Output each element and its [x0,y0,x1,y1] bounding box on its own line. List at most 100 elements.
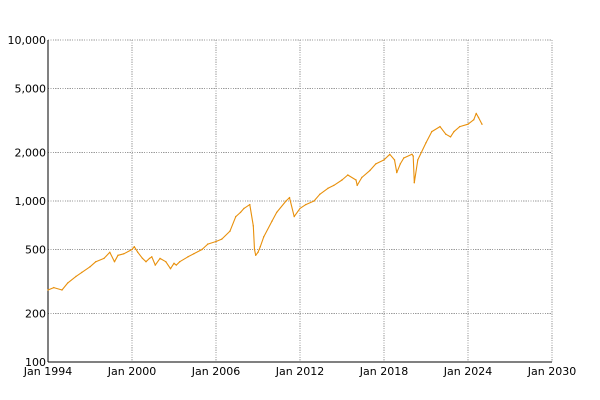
axes [47,40,552,363]
y-tick-labels: 100 200 500 1,000 2,000 5,000 10,000 [8,34,47,369]
x-tick-label: Jan 2006 [191,365,240,378]
data-point [393,159,396,161]
data-point [61,289,63,291]
data-point [179,261,181,263]
data-point [145,261,147,263]
data-point [413,182,415,184]
data-point [299,207,301,210]
data-point [396,171,398,174]
data-point [263,236,265,238]
data-point [193,253,195,255]
x-tick-labels: Jan 1994 Jan 2000 Jan 2006 Jan 2012 Jan 2018… [23,365,576,378]
data-point [53,286,55,289]
data-point [333,184,335,187]
data-point [467,123,469,125]
data-point [249,203,251,206]
data-point [103,257,105,260]
y-tick-label: 10,000 [8,34,47,47]
x-tick-label: Jan 2030 [527,365,576,378]
data-point [137,251,139,253]
data-point [288,196,291,199]
data-point [109,251,111,253]
data-point [481,123,483,125]
data-point [399,163,401,165]
grid-lines [47,39,553,363]
data-point [201,248,203,251]
x-tick-label: Jan 1994 [23,365,72,378]
data-point [271,220,273,222]
data-point [81,271,83,274]
data-point [356,184,358,187]
data-point [259,246,261,248]
data-point [475,112,477,115]
data-point [67,282,69,284]
data-point [327,187,329,189]
data-point [313,200,315,202]
data-point [89,266,91,268]
data-point [131,248,133,251]
data-point [243,207,245,210]
series-lines [47,112,483,291]
data-point [293,215,295,218]
x-tick-label: Jan 2018 [359,365,408,378]
y-tick-label: 500 [25,243,46,256]
data-point [319,193,321,195]
data-point [95,261,97,263]
x-tick-label: Jan 2000 [107,365,156,378]
data-point [411,153,413,155]
data-point [255,254,257,256]
data-point [355,179,357,181]
data-point [369,169,371,172]
data-point [459,125,461,128]
data-point [431,130,433,133]
data-point [252,225,254,227]
data-point [154,264,156,266]
data-point [453,130,455,133]
data-point [173,262,175,264]
data-point [229,230,231,232]
data-point [347,174,349,176]
y-tick-label: 5,000 [15,82,47,95]
data-point [305,203,307,206]
data-point [221,238,223,240]
data-point [257,251,259,253]
data-point [253,248,256,251]
data-point [159,257,161,260]
data-point [403,157,405,159]
data-point [425,142,427,144]
data-point [383,159,385,161]
data-point [417,159,419,161]
data-point [123,253,125,255]
data-point [341,179,343,181]
data-point [148,257,151,260]
data-point [113,261,116,263]
data-point [473,119,475,121]
y-tick-label: 1,000 [15,195,47,208]
data-point [276,211,278,214]
data-point [75,275,77,278]
y-tick-label: 200 [25,308,46,321]
data-point [207,243,209,245]
x-tick-label: Jan 2012 [275,365,324,378]
data-point [165,261,167,263]
data-point [477,116,480,119]
x-tick-label: Jan 2024 [443,365,492,378]
data-point [215,240,217,243]
data-point [445,133,447,135]
data-point [133,246,135,248]
data-point [169,268,172,270]
data-point [285,200,287,202]
y-tick-label: 2,000 [15,147,47,160]
data-point [439,125,441,128]
data-point [151,256,153,258]
y-tick-label: 100 [25,356,46,369]
data-point [117,254,119,256]
data-point [361,176,363,179]
data-point [141,257,144,260]
data-point [239,211,242,214]
data-point [389,153,391,155]
data-point [375,163,377,165]
data-point [449,136,452,138]
data-point [47,289,49,291]
